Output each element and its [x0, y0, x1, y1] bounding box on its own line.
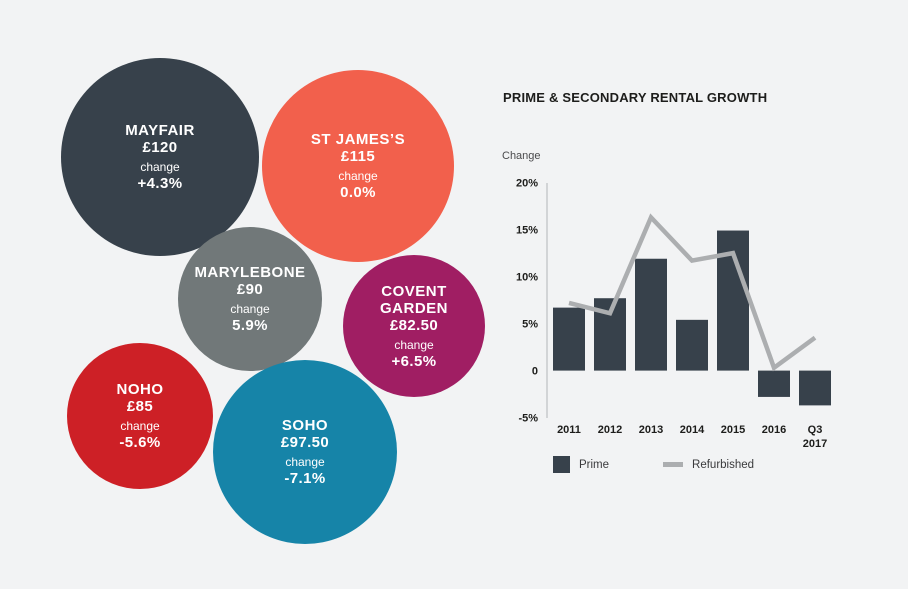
bubble-price: £82.50	[389, 316, 439, 334]
bubble-change-value: 0.0%	[340, 184, 376, 201]
bubble-change-label: change	[285, 455, 325, 469]
y-tick-label: -5%	[518, 413, 538, 425]
bubble-change-label: change	[338, 169, 378, 183]
bubble-change-label: change	[230, 302, 270, 316]
bubble-change-label: change	[140, 160, 180, 174]
prime-bar-2014	[676, 319, 708, 371]
bubble-price: £85	[126, 398, 154, 415]
bubble-name: MARYLEBONE	[194, 264, 306, 281]
bubble-change-value: -5.6%	[119, 434, 161, 451]
bubble-name: MAYFAIR	[125, 122, 195, 139]
bubble-soho: SOHO £97.50 change -7.1%	[213, 360, 397, 544]
y-tick-label: 10%	[516, 272, 538, 284]
bubble-change-label: change	[120, 419, 160, 433]
y-tick-label: 15%	[516, 225, 538, 237]
x-tick-label: 2014	[680, 424, 705, 436]
bubble-st-james: ST JAMES’S £115 change 0.0%	[262, 70, 454, 262]
bubble-price: £115	[340, 148, 376, 165]
bubble-change-value: -7.1%	[284, 470, 326, 487]
bubble-price: £120	[142, 139, 178, 156]
y-tick-label: 5%	[522, 319, 538, 331]
y-axis-label: Change	[502, 150, 541, 162]
x-tick-label: 2017	[803, 438, 827, 450]
legend-item-prime: Prime	[553, 456, 609, 473]
legend-swatch-square	[553, 456, 570, 473]
legend-item-refurbished: Refurbished	[663, 459, 754, 471]
bubble-name: SOHO	[281, 417, 329, 434]
y-tick-label: 0	[532, 366, 538, 378]
bubble-price: £97.50	[280, 434, 330, 451]
bubble-name: NOHO	[116, 381, 164, 398]
legend-label: Refurbished	[692, 458, 755, 471]
x-tick-label: 2012	[598, 424, 622, 436]
bubble-covent-garden: COVENT GARDEN £82.50 change +6.5%	[343, 255, 485, 397]
prime-bar-Q3-2017	[799, 370, 831, 406]
x-tick-label: 2016	[762, 424, 786, 436]
x-tick-label: 2015	[721, 424, 745, 436]
legend-swatch-line	[663, 462, 684, 467]
prime-bar-2013	[635, 258, 667, 371]
bubble-name: COVENT GARDEN	[379, 282, 448, 317]
bubble-mayfair: MAYFAIR £120 change +4.3%	[61, 58, 259, 256]
bubble-name: ST JAMES’S	[310, 131, 406, 148]
x-tick-label: 2011	[557, 424, 581, 436]
legend-label: Prime	[579, 458, 610, 471]
bubble-change-label: change	[394, 337, 434, 352]
refurbished-line	[568, 213, 817, 372]
x-tick-label: 2013	[639, 424, 663, 436]
rental-growth-chart: 20% 15% 10% 5% 0 -5% 2011 2012 2013 2014 2015 2016 Q…	[516, 178, 831, 450]
chart-legend: Prime Refurbished	[553, 456, 808, 473]
x-tick-label: Q3	[808, 424, 823, 436]
prime-bar-2016	[758, 370, 790, 397]
bubble-price: £90	[236, 281, 264, 298]
prime-bar-2011	[553, 307, 585, 371]
bubble-marylebone: MARYLEBONE £90 change 5.9%	[178, 227, 322, 371]
y-tick-label: 20%	[516, 178, 538, 190]
bubble-noho: NOHO £85 change -5.6%	[67, 343, 213, 489]
bubble-change-value: +6.5%	[391, 352, 437, 370]
bubble-change-value: +4.3%	[137, 175, 183, 192]
bubble-change-value: 5.9%	[232, 317, 268, 334]
chart-title: PRIME & SECONDARY RENTAL GROWTH	[503, 90, 768, 105]
